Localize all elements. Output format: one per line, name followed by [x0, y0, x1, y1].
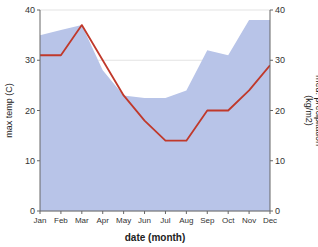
y2-tick-label: 20	[275, 106, 285, 116]
x-tick	[144, 211, 145, 214]
precipitation-area	[40, 20, 270, 211]
x-tick-label: Oct	[222, 216, 235, 225]
x-tick	[186, 211, 187, 214]
y-tick-label: 0	[30, 206, 35, 216]
x-tick	[123, 211, 124, 214]
y2-tick	[270, 10, 273, 11]
x-tick-label: Feb	[54, 216, 68, 225]
y-tick	[37, 10, 40, 11]
x-tick	[249, 211, 250, 214]
y2-tick	[270, 110, 273, 111]
x-tick-label: Jul	[160, 216, 170, 225]
x-axis-label: date (month)	[125, 232, 186, 243]
x-tick-label: May	[116, 216, 131, 225]
y-tick-label: 10	[25, 156, 35, 166]
temperature-line	[40, 25, 270, 141]
y2-tick-label: 10	[275, 156, 285, 166]
axes: 0 10 20 30 40 0 10 20 30 40 Jan Feb Mar Apr May Jun Jul A…	[25, 5, 285, 225]
y-tick	[37, 160, 40, 161]
x-tick-label: Jun	[138, 216, 151, 225]
x-tick	[165, 211, 166, 214]
x-tick	[207, 211, 208, 214]
x-tick-label: Nov	[242, 216, 256, 225]
x-tick	[228, 211, 229, 214]
x-tick-label: Aug	[179, 216, 193, 225]
chart: 0 10 20 30 40 0 10 20 30 40 Jan Feb Mar Apr May Jun Jul A…	[0, 0, 318, 247]
y-tick-label: 20	[25, 106, 35, 116]
grid-line	[40, 10, 270, 11]
grid-line	[40, 211, 270, 212]
y2-tick	[270, 60, 273, 61]
y-tick	[37, 110, 40, 111]
plot-area	[40, 20, 270, 211]
y-tick	[37, 60, 40, 61]
y-axis-label: max temp (C)	[4, 83, 14, 138]
grid	[40, 10, 270, 211]
y2-tick-label: 30	[275, 55, 285, 65]
y2-axis-label: med. precipitation(kg/m2)	[304, 75, 318, 146]
x-tick	[60, 211, 61, 214]
x-tick	[102, 211, 103, 214]
x-tick	[81, 211, 82, 214]
y-tick-label: 40	[25, 5, 35, 15]
y-tick-label: 30	[25, 55, 35, 65]
x-tick-label: Apr	[97, 216, 110, 225]
x-tick-label: Dec	[263, 216, 277, 225]
x-tick-label: Sep	[200, 216, 215, 225]
x-tick-label: Jan	[34, 216, 47, 225]
x-axis-line	[40, 211, 270, 212]
y2-tick-label: 0	[275, 206, 280, 216]
y2-tick-label: 40	[275, 5, 285, 15]
x-tick-label: Mar	[75, 216, 89, 225]
x-tick	[40, 211, 41, 214]
y2-tick	[270, 160, 273, 161]
x-tick	[270, 211, 271, 214]
